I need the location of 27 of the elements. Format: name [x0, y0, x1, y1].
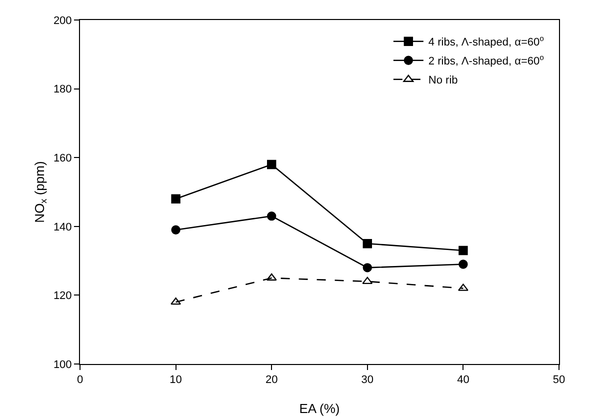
- legend-label: 2 ribs, Λ-shaped, α=60$^{o}$: [428, 53, 544, 68]
- point: [170, 297, 182, 305]
- legend-label: 4 ribs, Λ-shaped, α=60$^{o}$: [428, 34, 544, 49]
- y-tick-label: 100: [53, 358, 72, 371]
- point: [362, 276, 373, 284]
- point: [362, 239, 372, 248]
- x-tick-label: 40: [457, 374, 470, 386]
- point: [362, 263, 372, 272]
- point: [266, 273, 277, 281]
- point: [267, 211, 276, 221]
- y-tick-label: 120: [53, 290, 72, 302]
- x-tick-label: 10: [170, 374, 182, 386]
- point: [171, 194, 180, 204]
- y-tick-label: 180: [53, 84, 72, 96]
- y-tick-label: 140: [53, 221, 72, 234]
- y-tick-label: 200: [53, 14, 72, 27]
- x-tick-label: 0: [76, 374, 84, 386]
- legend-label: No rib: [428, 74, 458, 87]
- point: [171, 225, 180, 234]
- point: [267, 160, 276, 170]
- y-tick-label: 160: [53, 152, 72, 164]
- point: [458, 246, 468, 256]
- x-tick-label: 20: [265, 374, 278, 386]
- point: [458, 260, 468, 269]
- x-tick-label: 50: [552, 374, 566, 386]
- x-axis-title: EA (%): [299, 401, 340, 416]
- x-tick-label: 30: [361, 374, 374, 386]
